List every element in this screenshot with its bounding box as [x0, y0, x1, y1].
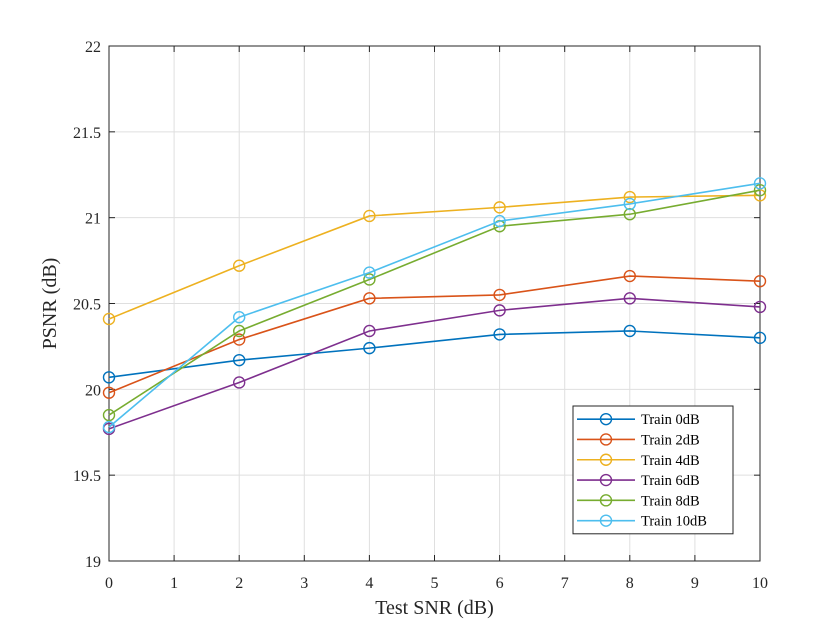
series-line-train-0db — [108, 330, 761, 379]
y-tick-label: 20 — [85, 382, 101, 399]
data-point-train-4db — [363, 209, 376, 223]
x-tick-label: 5 — [431, 575, 439, 592]
data-point-train-10db — [363, 266, 376, 279]
series-line-train-8db — [108, 189, 761, 416]
data-point-train-4db — [232, 259, 246, 272]
series-line-train-6db — [108, 297, 761, 430]
x-axis-label: Test SNR (dB) — [375, 597, 494, 619]
series-train-6db — [102, 292, 767, 436]
series-train-0db — [102, 324, 767, 384]
data-point-train-0db — [363, 341, 376, 355]
x-tick-label: 6 — [496, 575, 504, 592]
data-point-train-2db — [363, 292, 376, 305]
legend-marker-train-0db — [599, 412, 613, 426]
y-tick-label: 20.5 — [73, 297, 101, 314]
x-tick-label: 8 — [626, 575, 634, 592]
legend-entry-train-6db: Train 6dB — [641, 473, 700, 489]
data-point-train-8db — [102, 408, 116, 422]
data-point-train-10db — [102, 420, 116, 434]
x-tick-label: 1 — [170, 575, 178, 592]
data-series — [102, 177, 767, 436]
legend-marker-train-4db — [599, 453, 613, 466]
series-train-2db — [102, 269, 767, 399]
legend-entry-train-10db: Train 10dB — [641, 514, 707, 530]
data-point-train-0db — [232, 353, 246, 367]
y-tick-label: 19 — [85, 554, 101, 571]
series-train-4db — [102, 189, 767, 326]
series-line-train-4db — [108, 194, 761, 320]
x-tick-label: 3 — [300, 575, 308, 592]
data-point-train-2db — [753, 274, 767, 288]
data-point-train-10db — [753, 177, 767, 190]
legend: Train 0dB Train 2dB Train 4dB Train 6dB Trai… — [572, 405, 734, 535]
series-line-train-2db — [108, 275, 761, 394]
data-point-train-0db — [493, 328, 506, 341]
data-point-train-8db — [753, 183, 767, 197]
y-tick-label: 21.5 — [73, 125, 101, 142]
x-tick-label: 9 — [691, 575, 699, 592]
x-tick-label: 7 — [561, 575, 569, 592]
data-point-train-8db — [363, 273, 376, 286]
legend-marker-train-10db — [599, 514, 613, 527]
legend-marker-train-2db — [599, 433, 613, 446]
data-point-train-2db — [493, 288, 506, 302]
x-tick-label: 4 — [365, 575, 373, 592]
data-point-train-4db — [623, 190, 636, 204]
data-point-train-6db — [363, 324, 376, 338]
x-tick-label: 10 — [752, 575, 768, 592]
data-point-train-10db — [623, 197, 636, 211]
data-point-train-4db — [753, 189, 767, 202]
x-tick-label: 0 — [105, 575, 113, 592]
series-train-10db — [102, 177, 767, 434]
data-point-train-6db — [232, 376, 246, 389]
x-tick-label: 2 — [235, 575, 243, 592]
data-point-train-0db — [753, 331, 767, 345]
data-point-train-2db — [232, 333, 246, 346]
legend-entry-train-8db: Train 8dB — [641, 493, 700, 509]
data-point-train-10db — [232, 311, 246, 324]
legend-entry-train-4db: Train 4dB — [641, 453, 700, 469]
data-point-train-8db — [232, 324, 246, 338]
y-tick-label: 19.5 — [73, 468, 101, 485]
data-point-train-4db — [493, 201, 506, 214]
y-axis-label: PSNR (dB) — [39, 258, 61, 350]
legend-entry-train-2db: Train 2dB — [641, 432, 700, 448]
data-point-train-2db — [102, 386, 116, 399]
data-point-train-4db — [102, 312, 116, 326]
data-point-train-10db — [493, 214, 506, 228]
data-point-train-0db — [102, 371, 116, 384]
y-tick-label: 21 — [85, 211, 101, 228]
data-point-train-6db — [623, 292, 636, 305]
y-tick-label: 22 — [85, 39, 101, 56]
data-point-train-2db — [623, 269, 636, 283]
series-line-train-10db — [108, 182, 761, 428]
data-point-train-6db — [493, 304, 506, 317]
legend-entry-train-0db: Train 0dB — [641, 412, 700, 428]
legend-box — [572, 405, 734, 535]
data-point-train-0db — [623, 324, 636, 338]
data-point-train-6db — [753, 300, 767, 314]
legend-marker-train-8db — [599, 494, 613, 507]
legend-marker-train-6db — [599, 473, 613, 487]
axis-ticks: 0 1 2 3 4 5 6 7 8 9 10 19 19.5 20 20.5 21 21.5 22 — [73, 39, 768, 592]
